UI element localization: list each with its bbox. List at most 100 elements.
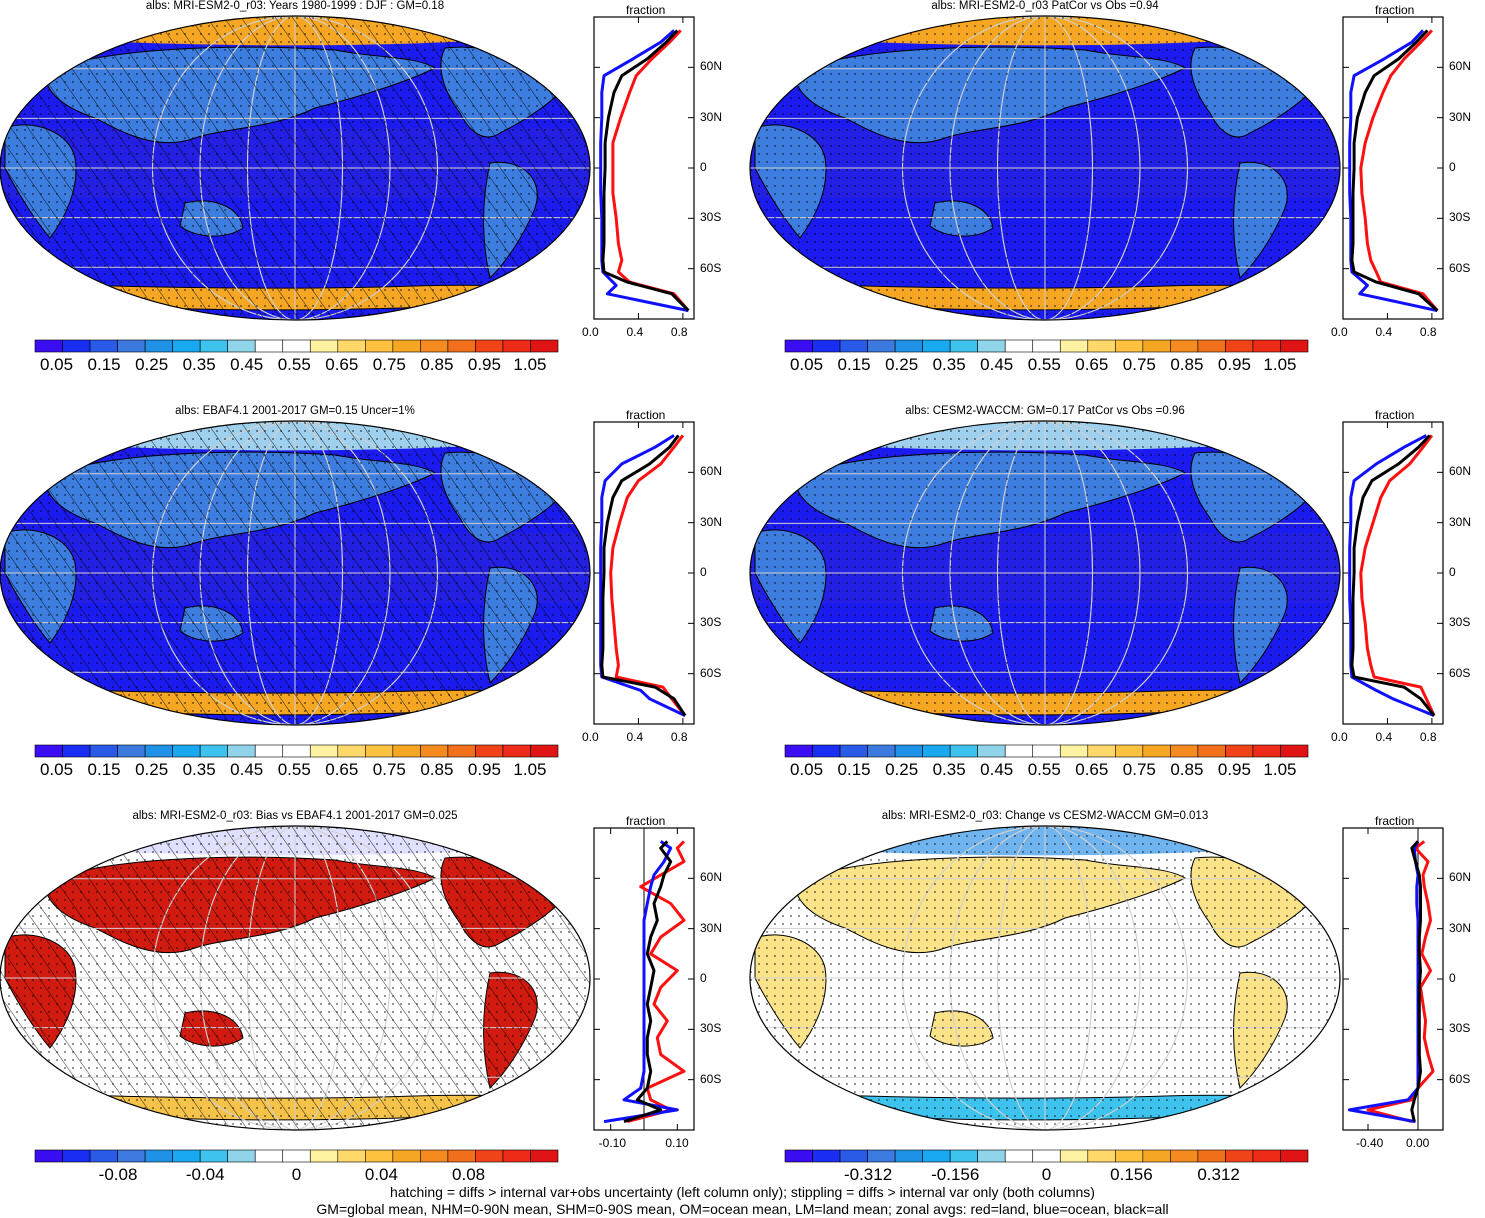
colorbar-swatch <box>365 744 394 758</box>
colorbar-label: 0.45 <box>980 760 1014 779</box>
colorbar-swatch <box>502 339 531 353</box>
map-border <box>749 15 1341 321</box>
colorbar-swatch <box>337 339 366 353</box>
zonal-series-black <box>1350 434 1436 717</box>
colorbar-swatch <box>784 744 813 758</box>
colorbar-middle-left <box>34 744 559 758</box>
colorbar-swatch <box>1087 744 1116 758</box>
colorbar-swatch <box>475 339 504 353</box>
colorbar-swatch <box>977 744 1006 758</box>
colorbar-label: 0.65 <box>325 355 359 374</box>
colorbar-swatch <box>227 1149 256 1163</box>
colorbar-swatch <box>1142 339 1171 353</box>
colorbar-swatch <box>1280 744 1309 758</box>
zonal-series-black <box>600 434 687 717</box>
colorbar-swatch <box>867 339 896 353</box>
colorbar-swatch <box>447 1149 476 1163</box>
colorbar-swatch <box>977 339 1006 353</box>
lat-tick-label: 30N <box>1449 109 1472 124</box>
colorbar-top-left <box>34 339 559 353</box>
lat-tick-label: 30S <box>700 1021 722 1036</box>
colorbar-label: 0.35 <box>932 355 966 374</box>
colorbar-swatch <box>282 744 311 758</box>
colorbar-swatch <box>172 339 201 353</box>
colorbar-swatch <box>172 744 201 758</box>
colorbar-swatch <box>894 744 923 758</box>
colorbar-label: 0.05 <box>39 355 74 374</box>
panel-title-top-right: albs: MRI-ESM2-0_r03 PatCor vs Obs =0.94 <box>931 0 1159 12</box>
zonal-series-blue <box>599 434 686 717</box>
colorbar-label: 0.55 <box>277 760 311 779</box>
world-map-5 <box>749 825 1341 1131</box>
colorbar-label: 0.75 <box>1122 760 1156 779</box>
colorbar-swatch <box>227 744 256 758</box>
x-tick-label: 0.0 <box>1331 325 1348 339</box>
colorbar-label: 0.85 <box>420 760 454 779</box>
colorbar-label: -0.156 <box>931 1165 980 1184</box>
colorbar-swatch <box>282 1149 311 1163</box>
colorbar-label: 0.05 <box>789 760 824 779</box>
zonal-series-red <box>611 29 690 312</box>
colorbar-label: 0 <box>1041 1165 1052 1184</box>
colorbar-swatch <box>1032 1149 1061 1163</box>
colorbar-swatch <box>172 1149 201 1163</box>
colorbar-label: 0.95 <box>1217 355 1251 374</box>
colorbar-swatch <box>254 744 284 758</box>
map-border <box>0 825 591 1131</box>
colorbar-swatch <box>1170 744 1199 758</box>
colorbar-swatch <box>502 1149 531 1163</box>
zonal-series-blue <box>1348 434 1435 717</box>
stipple-overlay <box>750 16 1340 320</box>
colorbar-swatch <box>144 744 173 758</box>
colorbar-swatch <box>1115 744 1144 758</box>
zonal-plot-4 <box>593 827 695 1131</box>
fraction-label: fraction <box>1375 814 1415 828</box>
x-tick-label: 0.8 <box>670 730 688 744</box>
colorbar-label: 0.65 <box>1075 355 1109 374</box>
map-border <box>0 420 591 726</box>
colorbar-swatch <box>1004 744 1034 758</box>
colorbar-swatch <box>117 339 146 353</box>
panel-title-bottom-left: albs: MRI-ESM2-0_r03: Bias vs EBAF4.1 20… <box>132 810 458 822</box>
zonal-series-red <box>609 434 687 717</box>
lat-tick-label: 30N <box>1449 920 1472 935</box>
zonal-series-black <box>1410 840 1422 1122</box>
colorbar-label: 0.312 <box>1197 1165 1240 1184</box>
colorbar-label: 1.05 <box>1263 760 1297 779</box>
colorbar-middle-right <box>784 744 1309 758</box>
colorbar-swatch <box>89 744 118 758</box>
hatch-overlay <box>0 16 590 320</box>
colorbar-label: -0.08 <box>98 1165 138 1184</box>
lat-tick-label: 60S <box>700 665 722 680</box>
colorbar-swatch <box>1004 339 1034 353</box>
colorbar-swatch <box>949 339 978 353</box>
colorbar-swatch <box>1280 339 1309 353</box>
colorbar-label: 0.85 <box>1170 760 1204 779</box>
colorbar-swatch <box>365 1149 394 1163</box>
panel-title-bottom-right: albs: MRI-ESM2-0_r03: Change vs CESM2-WA… <box>881 810 1209 822</box>
colorbar-label: 0.35 <box>182 355 216 374</box>
colorbar-swatch <box>62 339 91 353</box>
colorbar-swatch <box>1059 339 1089 353</box>
colorbar-swatch <box>337 744 366 758</box>
panel-title-top-left: albs: MRI-ESM2-0_r03: Years 1980-1999 : … <box>145 0 445 12</box>
x-tick-label: 0.4 <box>626 730 644 744</box>
colorbar-swatch <box>62 744 91 758</box>
colorbar-label: -0.312 <box>843 1165 893 1184</box>
colorbar-swatch <box>867 1149 896 1163</box>
colorbar-swatch <box>420 339 449 353</box>
colorbar-swatch <box>1225 744 1254 758</box>
stipple-overlay <box>750 421 1340 725</box>
colorbar-swatch <box>420 744 449 758</box>
colorbar-swatch <box>1197 1149 1226 1163</box>
colorbar-label: 0.15 <box>87 355 121 374</box>
zonal-plot-2 <box>593 421 695 725</box>
colorbar-swatch <box>784 1149 813 1163</box>
colorbar-swatch <box>254 339 284 353</box>
colorbar-label: 0.75 <box>372 355 406 374</box>
colorbar-label: 0.95 <box>1217 760 1251 779</box>
colorbar-label: 0.25 <box>135 760 169 779</box>
lat-tick-label: 60S <box>700 260 722 275</box>
colorbar-swatch <box>949 1149 978 1163</box>
x-tick-label: 0.8 <box>670 325 688 339</box>
